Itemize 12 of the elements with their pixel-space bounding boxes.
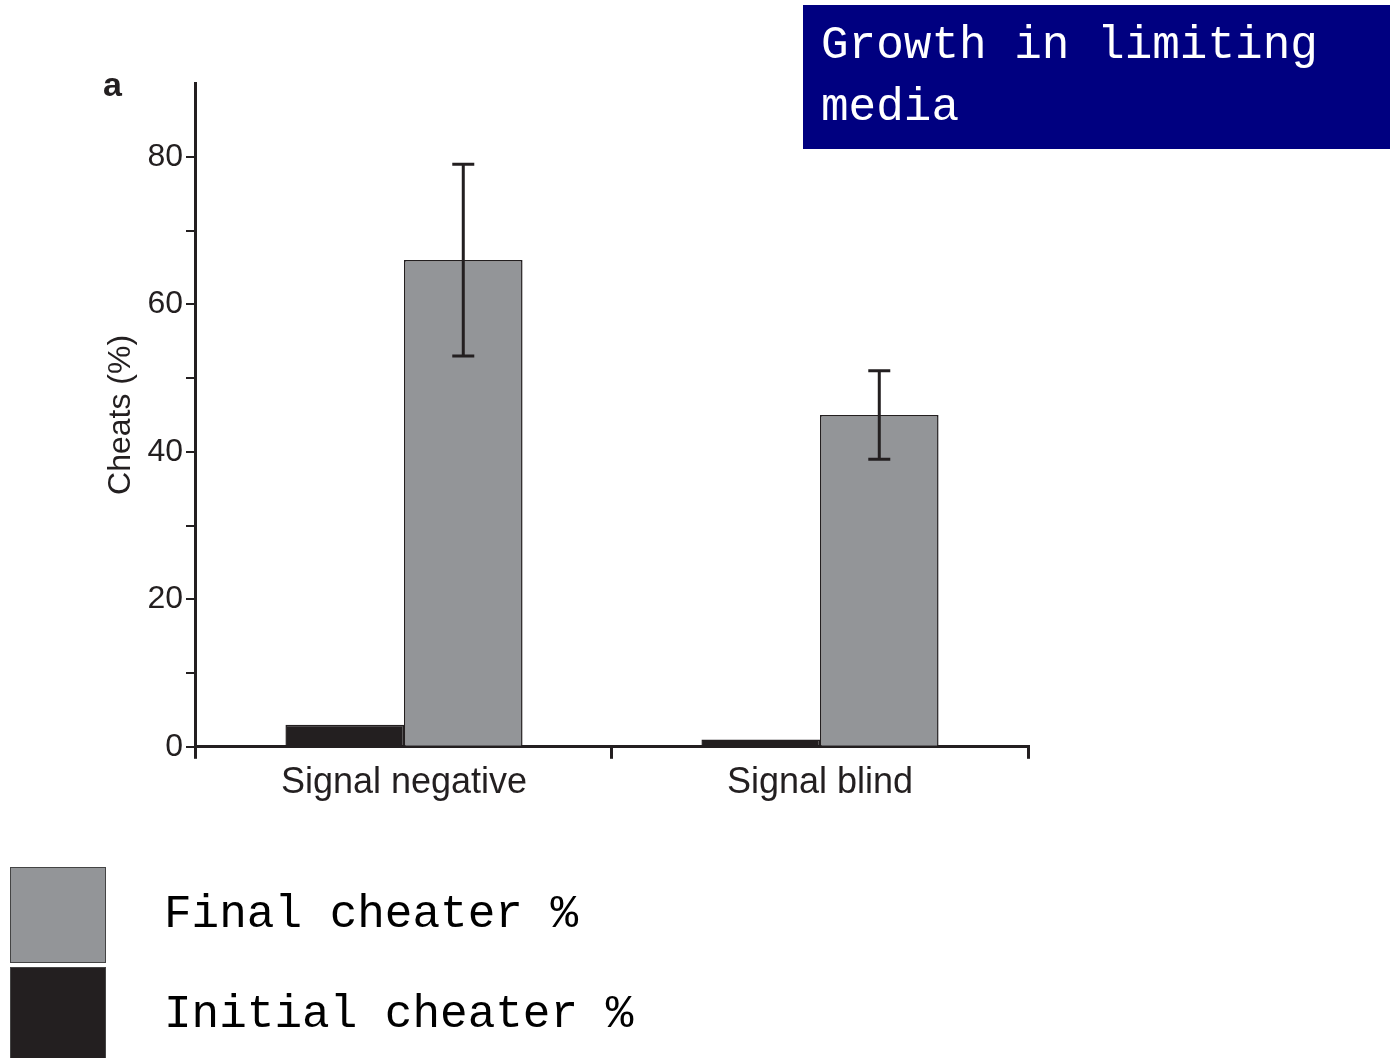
y-tick-label: 20 (147, 579, 183, 616)
y-tick-label: 60 (147, 284, 183, 321)
legend-label: Final cheater % (164, 889, 579, 941)
chart-title: Growth in limiting media (803, 5, 1390, 149)
y-tick-label: 80 (147, 136, 183, 173)
x-tick-label: Signal negative (280, 760, 528, 802)
y-axis-title: Cheats (%) (101, 334, 138, 495)
text: a (103, 65, 123, 104)
y-tick-label: 40 (147, 431, 183, 468)
y-tick-label: 0 (165, 726, 183, 763)
x-tick-label: Signal blind (726, 760, 914, 802)
legend-label: Initial cheater % (164, 989, 634, 1041)
